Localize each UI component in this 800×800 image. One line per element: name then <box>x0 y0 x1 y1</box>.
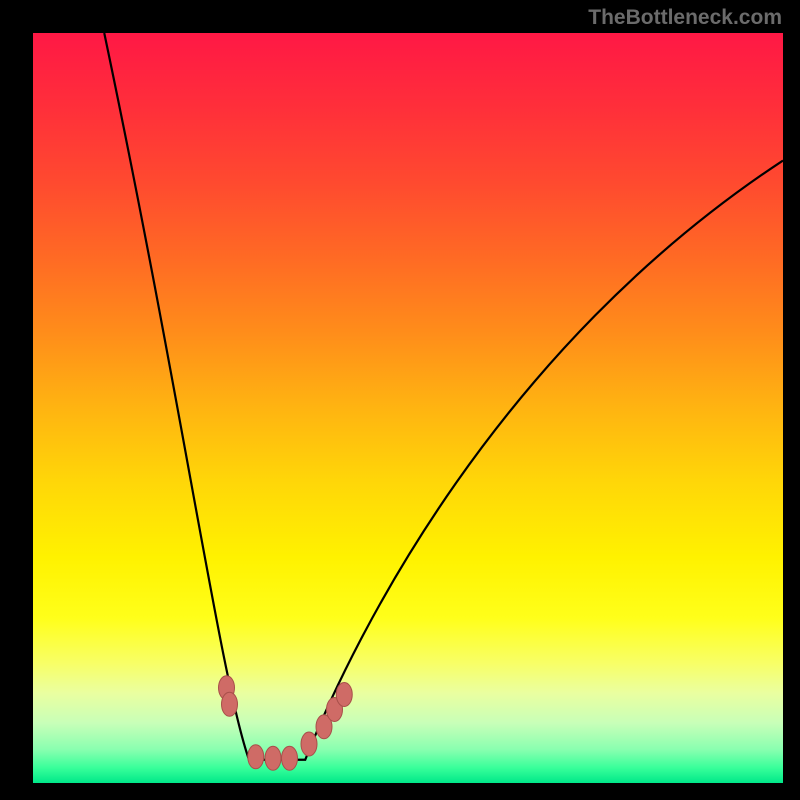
marker-point <box>222 692 238 716</box>
watermark-text: TheBottleneck.com <box>588 6 782 30</box>
marker-point <box>336 683 352 707</box>
marker-point <box>282 746 298 770</box>
chart-container: TheBottleneck.com <box>0 0 800 800</box>
bottleneck-curve <box>104 33 783 760</box>
marker-point <box>248 745 264 769</box>
curve-layer <box>33 33 783 783</box>
marker-point <box>265 746 281 770</box>
marker-point <box>301 732 317 756</box>
plot-area <box>33 33 783 783</box>
